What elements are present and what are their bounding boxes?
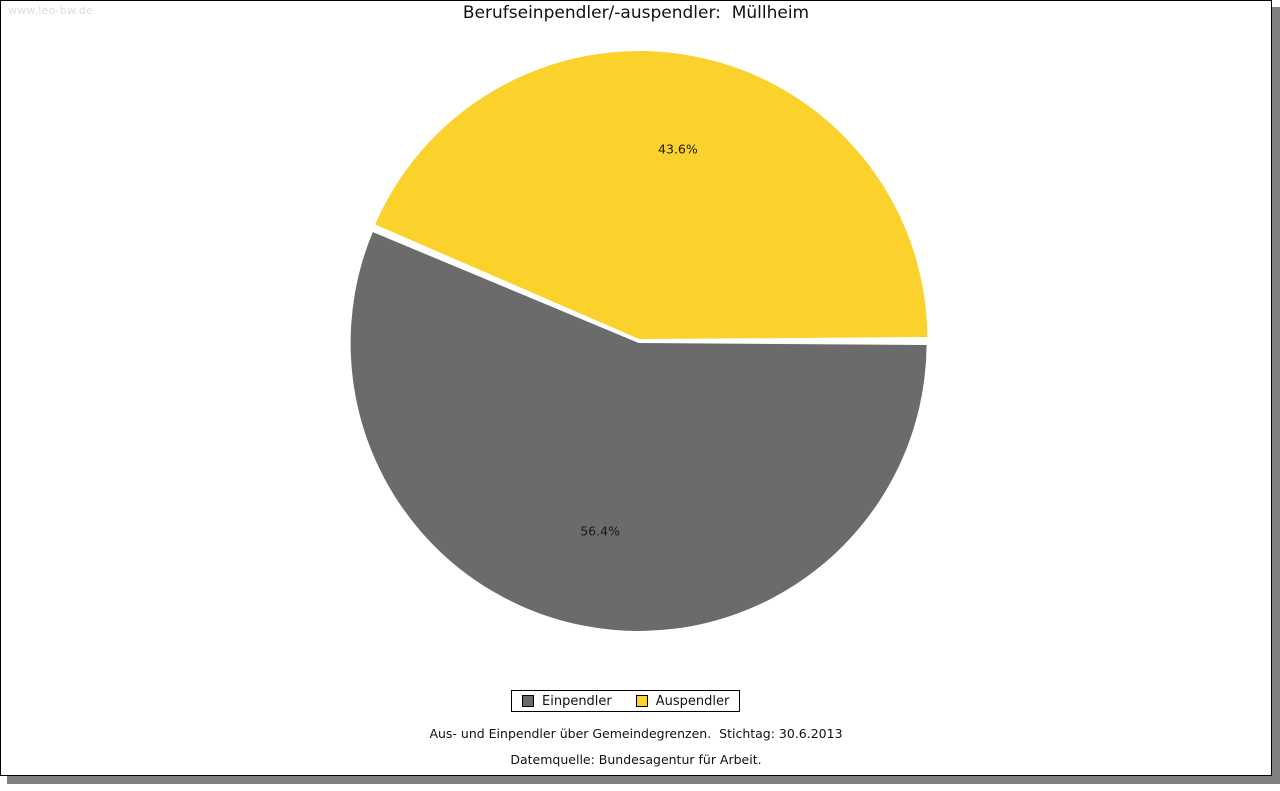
legend-swatch-icon-einpendler [522, 695, 534, 707]
page-title: Berufseinpendler/-auspendler: Müllheim [462, 3, 810, 23]
pie-slice-einpendler[interactable] [350, 232, 927, 631]
chart-legend: Einpendler Auspendler [511, 690, 741, 712]
legend-item-einpendler[interactable]: Einpendler [522, 694, 612, 709]
pie-slice-auspendler[interactable] [375, 51, 928, 340]
legend-label-einpendler: Einpendler [542, 693, 612, 709]
pie-slice-label-einpendler: 56.4% [580, 524, 620, 539]
frame-border-left [0, 0, 1, 776]
legend-item-auspendler[interactable]: Auspendler [635, 693, 730, 709]
footnote-source-period: Aus- und Einpendler über Gemeindegrenzen… [429, 726, 843, 741]
frame-shadow-filler [0, 784, 1280, 791]
frame-border-top [0, 0, 1272, 1]
frame-shadow-bottom [7, 776, 1280, 784]
frame-border-right [1271, 0, 1272, 776]
pie-slices [350, 51, 928, 631]
frame-border-bottom [0, 775, 1272, 776]
footnote-data-source: Datemquelle: Bundesagentur für Arbeit. [510, 752, 762, 767]
pie-slice-label-auspendler: 43.6% [658, 142, 698, 157]
legend-swatch-icon-auspendler [635, 695, 648, 707]
watermark-label: www.leo-bw.de [8, 4, 94, 17]
frame-shadow-right [1272, 7, 1280, 791]
legend-label-auspendler: Auspendler [655, 693, 730, 709]
